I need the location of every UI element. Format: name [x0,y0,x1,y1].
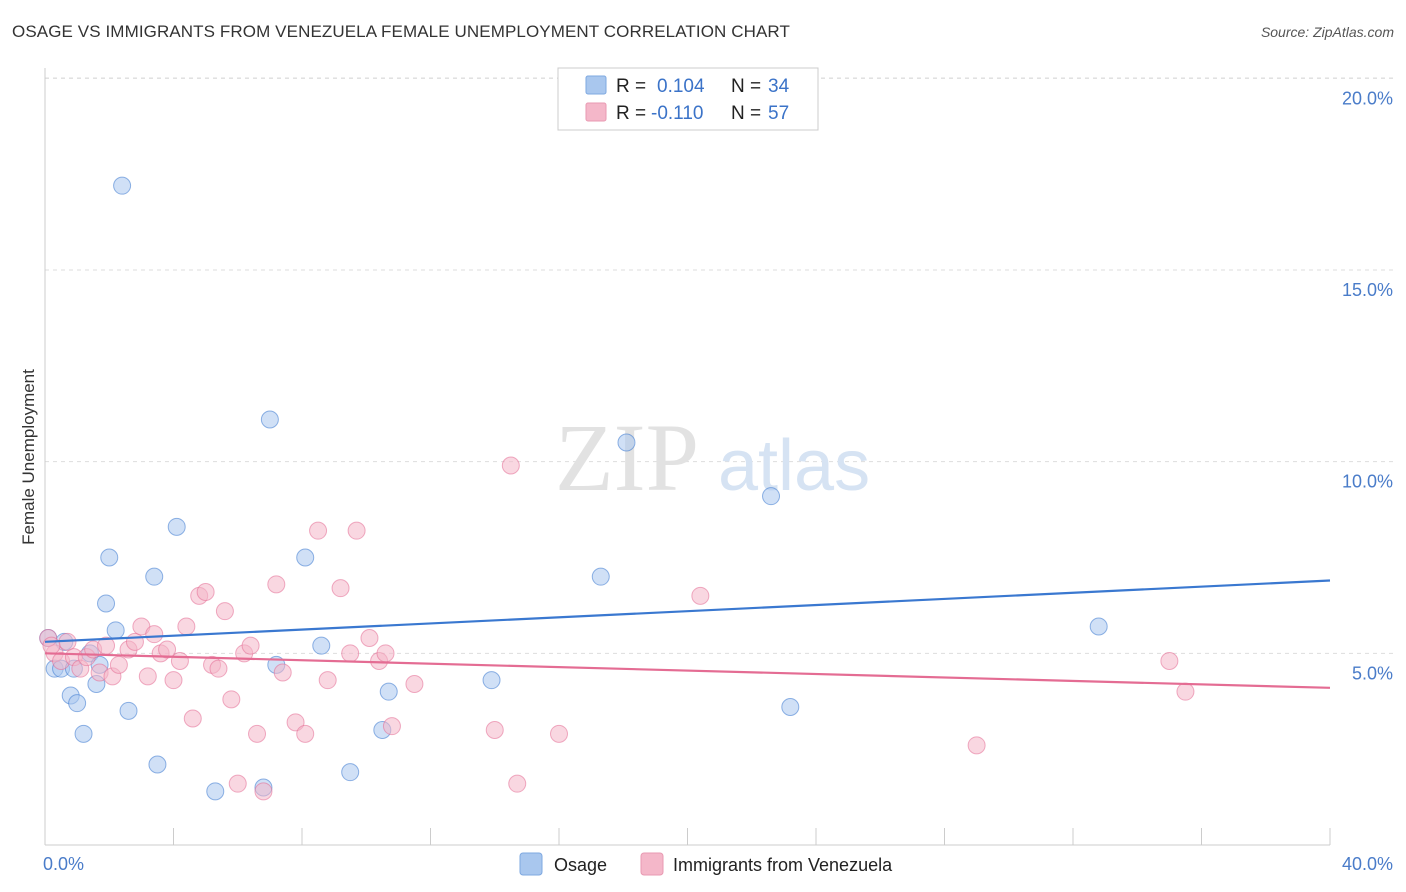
venezuela-point [158,640,177,659]
osage-point [296,548,315,567]
venezuela-point [360,629,379,647]
legend-r-label-2: R = [616,103,646,124]
osage-point [762,487,781,506]
chart-title: OSAGE VS IMMIGRANTS FROM VENEZUELA FEMAL… [12,22,790,41]
legend-n-label-1: N = [731,76,761,97]
legend-bottom-label-osage: Osage [554,855,607,875]
venezuela-point [42,636,61,655]
osage-point [591,567,610,586]
venezuela-point [1176,682,1195,701]
osage-point [617,433,636,452]
y-tick-label: 5.0% [1352,663,1393,683]
venezuela-point [309,521,328,540]
venezuela-point [501,456,520,475]
x-axis-ticks [44,828,1331,845]
venezuela-point [109,655,128,674]
osage-point [379,682,398,701]
watermark-zip: ZIP [555,404,699,511]
trend-lines [44,579,1331,689]
venezuela-point [248,724,267,743]
legend-r-label-1: R = [616,76,646,97]
venezuela-point [1160,652,1179,670]
venezuela-point [138,667,157,686]
venezuela-point [145,625,164,644]
legend-top: R = 0.104 N = 34 R = -0.110 N = 57 [557,67,819,131]
osage-point [119,701,138,720]
venezuela-point [170,652,189,670]
osage-point [341,763,360,782]
venezuela-point [967,736,986,755]
osage-point [206,782,225,801]
venezuela-point [215,602,234,621]
venezuela-point [267,575,286,594]
venezuela-point [485,721,504,739]
series-osage-points [39,176,1108,801]
watermark-atlas: atlas [718,426,870,506]
legend-n-value-2: 57 [768,103,789,124]
venezuela-point [550,724,568,743]
osage-point [97,594,116,613]
osage-point [68,694,87,713]
gridlines [45,77,1395,654]
y-tick-label: 20.0% [1342,88,1393,108]
x-tick-label-min: 0.0% [43,854,84,874]
osage-point [482,671,501,690]
venezuela-point [125,632,144,651]
chart-source: Source: ZipAtlas.com [1260,24,1394,40]
venezuela-point [164,671,183,690]
osage-point [312,636,331,655]
venezuela-point [347,521,366,540]
y-axis-label: Female Unemployment [19,369,38,545]
legend-bottom: Osage Immigrants from Venezuela [519,852,893,876]
osage-point [260,410,279,429]
venezuela-point [382,717,401,736]
osage-point [100,548,119,567]
legend-bottom-swatch-osage [519,852,543,876]
venezuela-point [286,713,305,732]
legend-n-label-2: N = [731,103,761,124]
osage-point [148,755,167,774]
legend-bottom-swatch-venezuela [640,852,664,876]
venezuela-point [273,663,292,682]
osage-point [781,698,800,716]
osage-point [113,176,132,195]
venezuela-point [691,586,710,605]
y-tick-label: 15.0% [1342,280,1393,300]
legend-bottom-label-venezuela: Immigrants from Venezuela [673,855,893,875]
osage-trend-line [44,579,1331,643]
venezuela-point [177,617,196,636]
osage-point [145,567,164,586]
venezuela-point [331,579,350,598]
venezuela-point [183,709,202,728]
osage-point [74,724,93,743]
legend-swatch-osage [585,75,607,95]
venezuela-point [376,644,395,663]
venezuela-point [222,690,241,709]
venezuela-point [241,636,260,655]
y-tick-label: 10.0% [1342,472,1393,492]
venezuela-point [196,583,215,601]
venezuela-point [296,724,315,743]
venezuela-point [318,671,337,690]
osage-point [167,517,186,536]
y-tick-labels: 5.0% 10.0% 15.0% 20.0% [1342,88,1393,683]
legend-r-value-1: 0.104 [657,76,705,97]
venezuela-point [209,659,228,678]
osage-point [1089,617,1108,636]
osage-point [106,621,125,640]
venezuela-point [341,644,360,663]
venezuela-point [405,675,424,693]
venezuela-trend-line [44,652,1331,689]
legend-r-value-2: -0.110 [651,103,703,124]
venezuela-point [254,782,273,801]
x-tick-label-max: 40.0% [1342,854,1393,874]
venezuela-point [508,774,527,793]
legend-n-value-1: 34 [768,76,790,97]
legend-swatch-venezuela [585,102,607,122]
venezuela-point [228,774,247,793]
